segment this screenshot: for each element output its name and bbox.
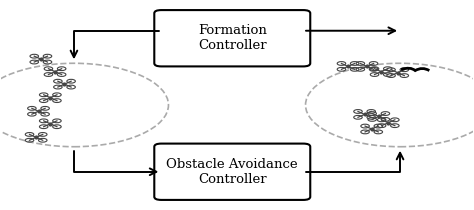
Text: Formation
Controller: Formation Controller: [198, 24, 267, 52]
FancyBboxPatch shape: [155, 144, 310, 200]
FancyBboxPatch shape: [155, 10, 310, 66]
Text: Obstacle Avoidance
Controller: Obstacle Avoidance Controller: [166, 158, 298, 186]
